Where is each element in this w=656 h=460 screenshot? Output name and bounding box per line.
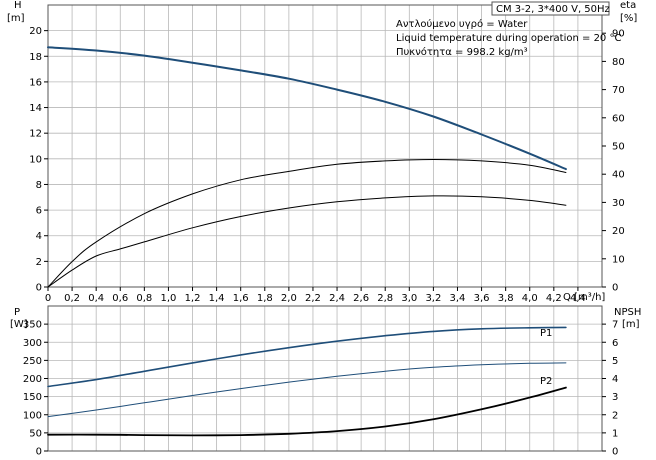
tick-label-right: 7: [612, 320, 618, 331]
tick-label-x: 2,0: [281, 293, 297, 304]
lower-grid: [47, 306, 602, 451]
annotation-temperature: Liquid temperature during operation = 20…: [396, 33, 621, 44]
tick-label-left: 200: [23, 374, 42, 385]
tick-label-right: 3: [612, 392, 618, 403]
tick-label-right: 90: [612, 29, 625, 40]
tick-label-left: 6: [36, 206, 42, 217]
tick-label-left: 8: [36, 180, 42, 191]
tick-label-x: 4,2: [546, 293, 562, 304]
chart-title: CM 3-2, 3*400 V, 50Hz: [496, 4, 610, 15]
tick-label-left: 0: [36, 283, 42, 294]
lower-right-ticks: 0 1 2 3 4 5 6 7: [602, 320, 618, 458]
series-line-P1: [47, 326, 567, 388]
tick-label-right: 50: [612, 142, 625, 153]
tick-label-left: 12: [29, 129, 42, 140]
tick-label-x: 1,4: [209, 293, 225, 304]
tick-label-left: 0: [36, 447, 42, 458]
y-left-label-head: H: [14, 0, 22, 11]
tick-label-left: 20: [29, 26, 42, 37]
lower-series: [47, 326, 567, 437]
y-right-label-eta: eta: [620, 0, 636, 11]
tick-label-x: 2,6: [353, 293, 369, 304]
upper-right-ticks: 0 10 20 30 40 50 60 70 80 90: [602, 29, 625, 294]
tick-label-right: 0: [612, 447, 618, 458]
x-axis-label: Q [m³/h]: [563, 292, 605, 303]
series-label-p1: P1: [540, 328, 552, 339]
y-right-unit-eta: [%]: [620, 13, 637, 24]
title-box: [491, 1, 610, 16]
series-line-npsh: [47, 386, 567, 437]
tick-label-left: 10: [29, 154, 42, 165]
tick-label-x: 0,6: [112, 293, 128, 304]
upper-series: [47, 46, 567, 288]
tick-label-right: 10: [612, 254, 625, 265]
tick-label-left: 350: [23, 320, 42, 331]
tick-label-x: 3,8: [498, 293, 514, 304]
tick-label-left: 2: [36, 257, 42, 268]
upper-left-ticks: 0 2 4 6 8 10 12 14 16 18 20: [29, 26, 48, 294]
tick-label-x: 3,2: [425, 293, 441, 304]
tick-label-right: 60: [612, 113, 625, 124]
tick-label-left: 16: [29, 77, 42, 88]
tick-label-right: 1: [612, 428, 618, 439]
tick-label-right: 80: [612, 57, 625, 68]
tick-label-x: 1,8: [257, 293, 273, 304]
tick-label-right: 0: [612, 283, 618, 294]
y-right-label-npsh: NPSH: [614, 307, 641, 318]
tick-label-x: 1,2: [185, 293, 201, 304]
lower-chart: P [W] NPSH [m] P1 P2 0501001502002503003…: [10, 305, 641, 458]
series-label-p2: P2: [540, 376, 552, 387]
tick-label-x: 0,4: [88, 293, 104, 304]
tick-label-x: 1,0: [160, 293, 176, 304]
tick-label-right: 30: [612, 198, 625, 209]
upper-chart: CM 3-2, 3*400 V, 50Hz Αντλούμενο υγρό = …: [7, 0, 637, 304]
tick-label-right: 70: [612, 85, 625, 96]
tick-label-right: 6: [612, 338, 618, 349]
annotation-liquid: Αντλούμενο υγρό = Water: [396, 18, 528, 30]
tick-label-x: 2,4: [329, 293, 345, 304]
tick-label-left: 250: [23, 356, 42, 367]
tick-label-x: 1,6: [233, 293, 249, 304]
tick-label-right: 4: [612, 374, 618, 385]
tick-label-left: 100: [23, 410, 42, 421]
series-line-efficiency-total: [47, 159, 567, 288]
tick-label-x: 0: [45, 293, 51, 304]
tick-label-left: 4: [36, 231, 42, 242]
tick-label-left: 150: [23, 392, 42, 403]
tick-label-left: 50: [29, 428, 42, 439]
annotation-density: Πυκνότητα = 998.2 kg/m³: [396, 46, 528, 58]
y-left-unit-head: [m]: [7, 13, 25, 24]
y-left-unit-power: [W]: [10, 319, 28, 330]
tick-label-x: 3,4: [450, 293, 466, 304]
lower-left-ticks: 0 50 100 150 200 250 300 350: [23, 320, 48, 458]
series-line-P2: [47, 362, 567, 418]
tick-label-x: 2,2: [305, 293, 321, 304]
tick-label-x: 2,8: [377, 293, 393, 304]
tick-label-right: 20: [612, 226, 625, 237]
tick-label-x: 4,0: [522, 293, 538, 304]
tick-label-x: 3,0: [401, 293, 417, 304]
y-right-unit-npsh: [m]: [622, 319, 640, 330]
tick-label-right: 40: [612, 170, 625, 181]
tick-label-x: 0,2: [64, 293, 80, 304]
tick-label-x: 0,8: [136, 293, 152, 304]
tick-label-left: 300: [23, 338, 42, 349]
tick-label-right: 5: [612, 356, 618, 367]
tick-label-x: 3,6: [474, 293, 490, 304]
upper-grid: [47, 5, 602, 287]
tick-label-left: 14: [29, 103, 42, 114]
x-ticks: 0 0,2 0,4 0,6 0,8 1,0 1,2 1,4 1,6 1,8 2,0 2,2 2,4 2,6…: [45, 287, 586, 304]
series-line-head: [47, 46, 567, 171]
tick-label-x: 4,4: [570, 293, 586, 304]
tick-label-left: 18: [29, 52, 42, 63]
y-left-label-power: P: [14, 307, 20, 318]
series-line-efficiency-pump: [47, 195, 567, 288]
tick-label-right: 2: [612, 410, 618, 421]
